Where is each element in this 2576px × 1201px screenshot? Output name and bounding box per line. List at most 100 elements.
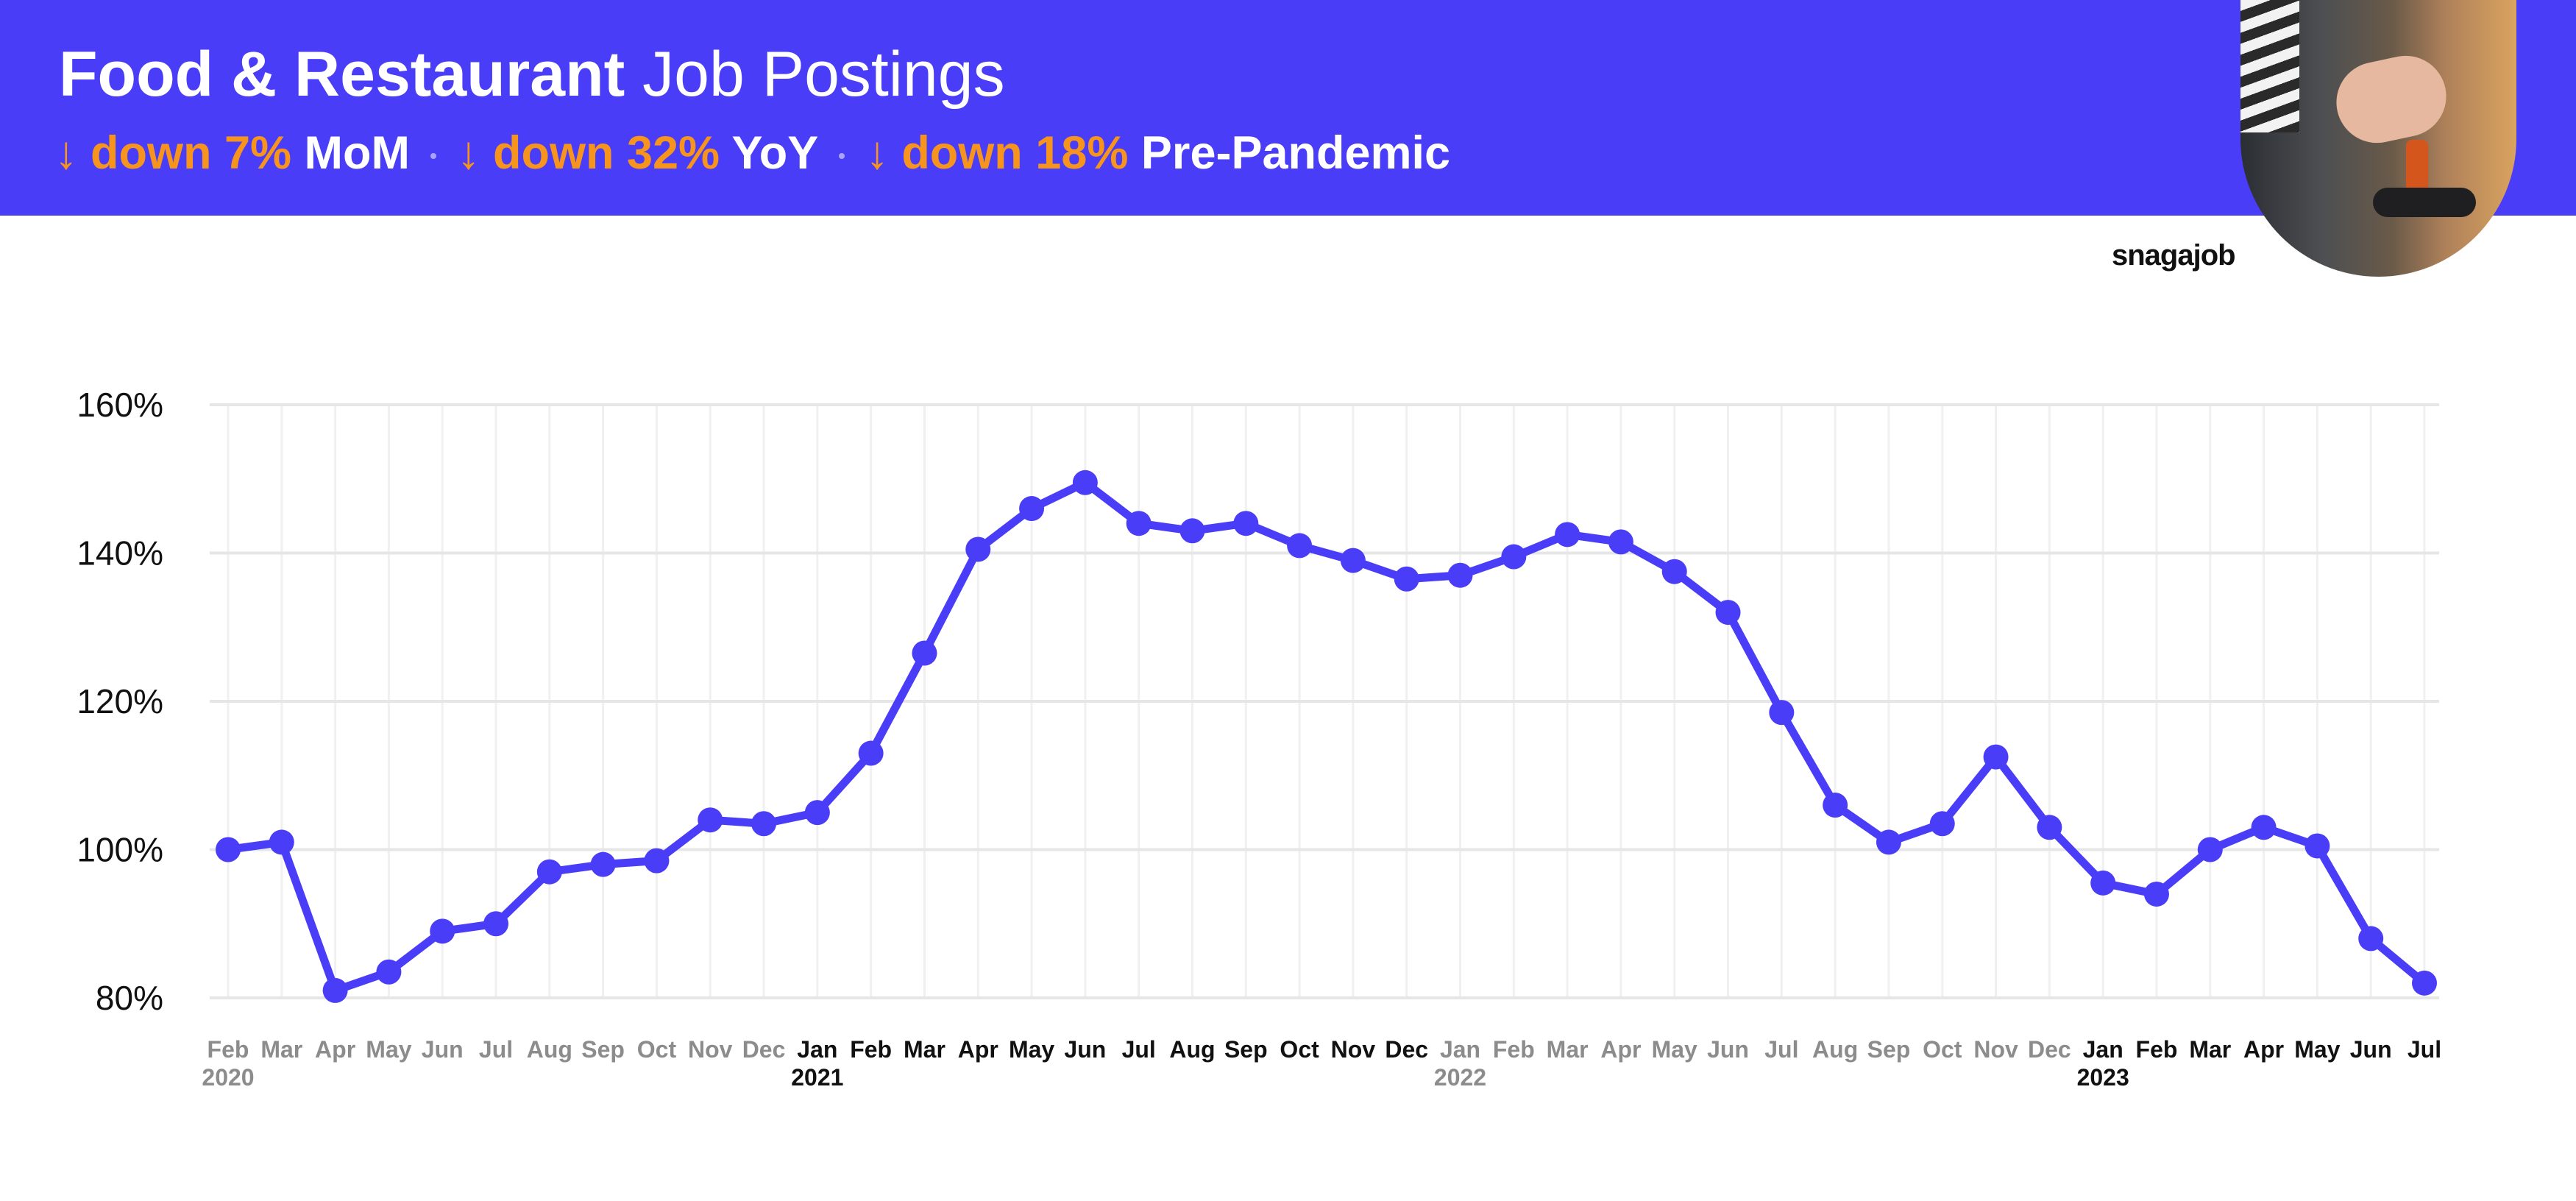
data-point bbox=[1287, 533, 1313, 559]
data-point bbox=[1555, 522, 1580, 548]
stat-label: Pre-Pandemic bbox=[1140, 127, 1451, 179]
separator-dot bbox=[430, 153, 436, 160]
data-point bbox=[216, 837, 241, 862]
data-point bbox=[1715, 600, 1741, 626]
data-point bbox=[1394, 566, 1419, 592]
x-tick-label: Aug bbox=[527, 1036, 572, 1063]
x-tick-label: May bbox=[1652, 1036, 1697, 1063]
data-point bbox=[751, 811, 777, 837]
x-tick-label: Apr bbox=[1600, 1036, 1641, 1063]
data-point bbox=[2251, 815, 2277, 840]
data-point bbox=[1501, 544, 1527, 570]
x-tick-label: Nov bbox=[1973, 1036, 2018, 1063]
stat-change: down 32% bbox=[493, 127, 720, 179]
x-tick-label: Sep bbox=[1867, 1036, 1911, 1063]
y-tick-label: 160% bbox=[77, 386, 163, 424]
x-tick-label: Jun bbox=[1064, 1036, 1106, 1063]
x-tick-label: Jul bbox=[2408, 1036, 2441, 1063]
x-tick-label: Dec bbox=[742, 1036, 786, 1063]
data-point bbox=[1072, 470, 1098, 495]
data-point bbox=[2090, 870, 2116, 896]
y-tick-label: 80% bbox=[96, 979, 163, 1017]
down-arrow-icon: ↓ bbox=[54, 127, 78, 179]
x-tick-label: Sep bbox=[581, 1036, 625, 1063]
data-point bbox=[536, 859, 562, 885]
data-point bbox=[804, 800, 830, 826]
x-tick-label: Dec bbox=[1385, 1036, 1428, 1063]
stat-label: YoY bbox=[731, 127, 819, 179]
page-title: Food & Restaurant Job Postings bbox=[59, 34, 1005, 115]
down-arrow-icon: ↓ bbox=[457, 127, 480, 179]
stat-mom: ↓ down 7% MoM bbox=[54, 124, 410, 183]
x-tick-label: Apr bbox=[958, 1036, 998, 1063]
data-point bbox=[1233, 511, 1259, 536]
data-point bbox=[1823, 793, 1848, 818]
x-tick-label: May bbox=[1009, 1036, 1054, 1063]
data-point bbox=[1447, 562, 1473, 588]
data-point bbox=[1126, 511, 1152, 536]
x-tick-label: Aug bbox=[1169, 1036, 1215, 1063]
x-tick-label: Jun bbox=[2350, 1036, 2392, 1063]
data-point bbox=[376, 959, 402, 985]
data-point bbox=[269, 829, 294, 855]
stat-change: down 7% bbox=[91, 127, 292, 179]
stat-yoy: ↓ down 32% YoY bbox=[457, 124, 818, 183]
data-point bbox=[1661, 559, 1687, 584]
data-point bbox=[1929, 811, 1955, 837]
x-tick-label: Feb bbox=[1493, 1036, 1535, 1063]
data-point bbox=[590, 851, 616, 877]
stats-row: ↓ down 7% MoM ↓ down 32% YoY ↓ down 18% Pr… bbox=[54, 124, 1450, 183]
x-tick-label: Mar bbox=[2189, 1036, 2231, 1063]
x-tick-label: Mar bbox=[1547, 1036, 1589, 1063]
x-tick-label: Dec bbox=[2028, 1036, 2071, 1063]
x-tick-label: Jan bbox=[1440, 1036, 1480, 1063]
data-point bbox=[322, 977, 348, 1003]
data-point bbox=[483, 911, 509, 937]
data-point bbox=[2037, 815, 2062, 840]
data-point bbox=[2143, 881, 2169, 907]
data-point bbox=[2412, 970, 2437, 996]
x-tick-label: Jan bbox=[2083, 1036, 2123, 1063]
portafilter-graphic bbox=[2373, 188, 2476, 217]
x-tick-label: Mar bbox=[904, 1036, 945, 1063]
data-point bbox=[430, 918, 455, 944]
data-point bbox=[912, 640, 937, 666]
x-tick-label: Jun bbox=[1707, 1036, 1749, 1063]
x-tick-label: Nov bbox=[688, 1036, 733, 1063]
x-tick-label: Apr bbox=[315, 1036, 355, 1063]
x-tick-label: May bbox=[366, 1036, 411, 1063]
data-point bbox=[1769, 700, 1795, 726]
x-tick-label: Feb bbox=[207, 1036, 249, 1063]
series-line bbox=[224, 478, 2429, 995]
y-tick-label: 120% bbox=[77, 682, 163, 720]
data-point bbox=[2304, 833, 2330, 859]
x-tick-label: Oct bbox=[1280, 1036, 1319, 1063]
restaurant-worker-photo bbox=[2240, 0, 2516, 277]
y-tick-label: 140% bbox=[77, 534, 163, 573]
brand-logo: snagajob bbox=[2112, 239, 2236, 272]
data-point bbox=[2358, 926, 2384, 952]
data-point bbox=[1876, 829, 1901, 855]
striped-shirt-graphic bbox=[2240, 0, 2299, 132]
stat-change: down 18% bbox=[901, 127, 1129, 179]
data-point bbox=[1608, 529, 1633, 555]
x-tick-label: Feb bbox=[2136, 1036, 2178, 1063]
x-tick-label: Oct bbox=[1923, 1036, 1962, 1063]
separator-dot bbox=[839, 153, 845, 160]
x-tick-label: Mar bbox=[260, 1036, 302, 1063]
data-point bbox=[1983, 744, 2009, 770]
title-bold: Food & Restaurant bbox=[59, 39, 625, 110]
x-tick-label: May bbox=[2294, 1036, 2340, 1063]
x-tick-label: Jul bbox=[1122, 1036, 1156, 1063]
x-tick-label: Aug bbox=[1812, 1036, 1858, 1063]
data-point bbox=[2197, 837, 2223, 862]
x-tick-label: Nov bbox=[1331, 1036, 1376, 1063]
x-tick-label: Jul bbox=[1764, 1036, 1798, 1063]
year-label: 2023 bbox=[2077, 1064, 2129, 1091]
x-tick-label: Jul bbox=[479, 1036, 513, 1063]
x-tick-label: Sep bbox=[1224, 1036, 1268, 1063]
year-label: 2020 bbox=[202, 1064, 254, 1091]
title-light: Job Postings bbox=[642, 39, 1005, 110]
data-point bbox=[644, 848, 670, 874]
